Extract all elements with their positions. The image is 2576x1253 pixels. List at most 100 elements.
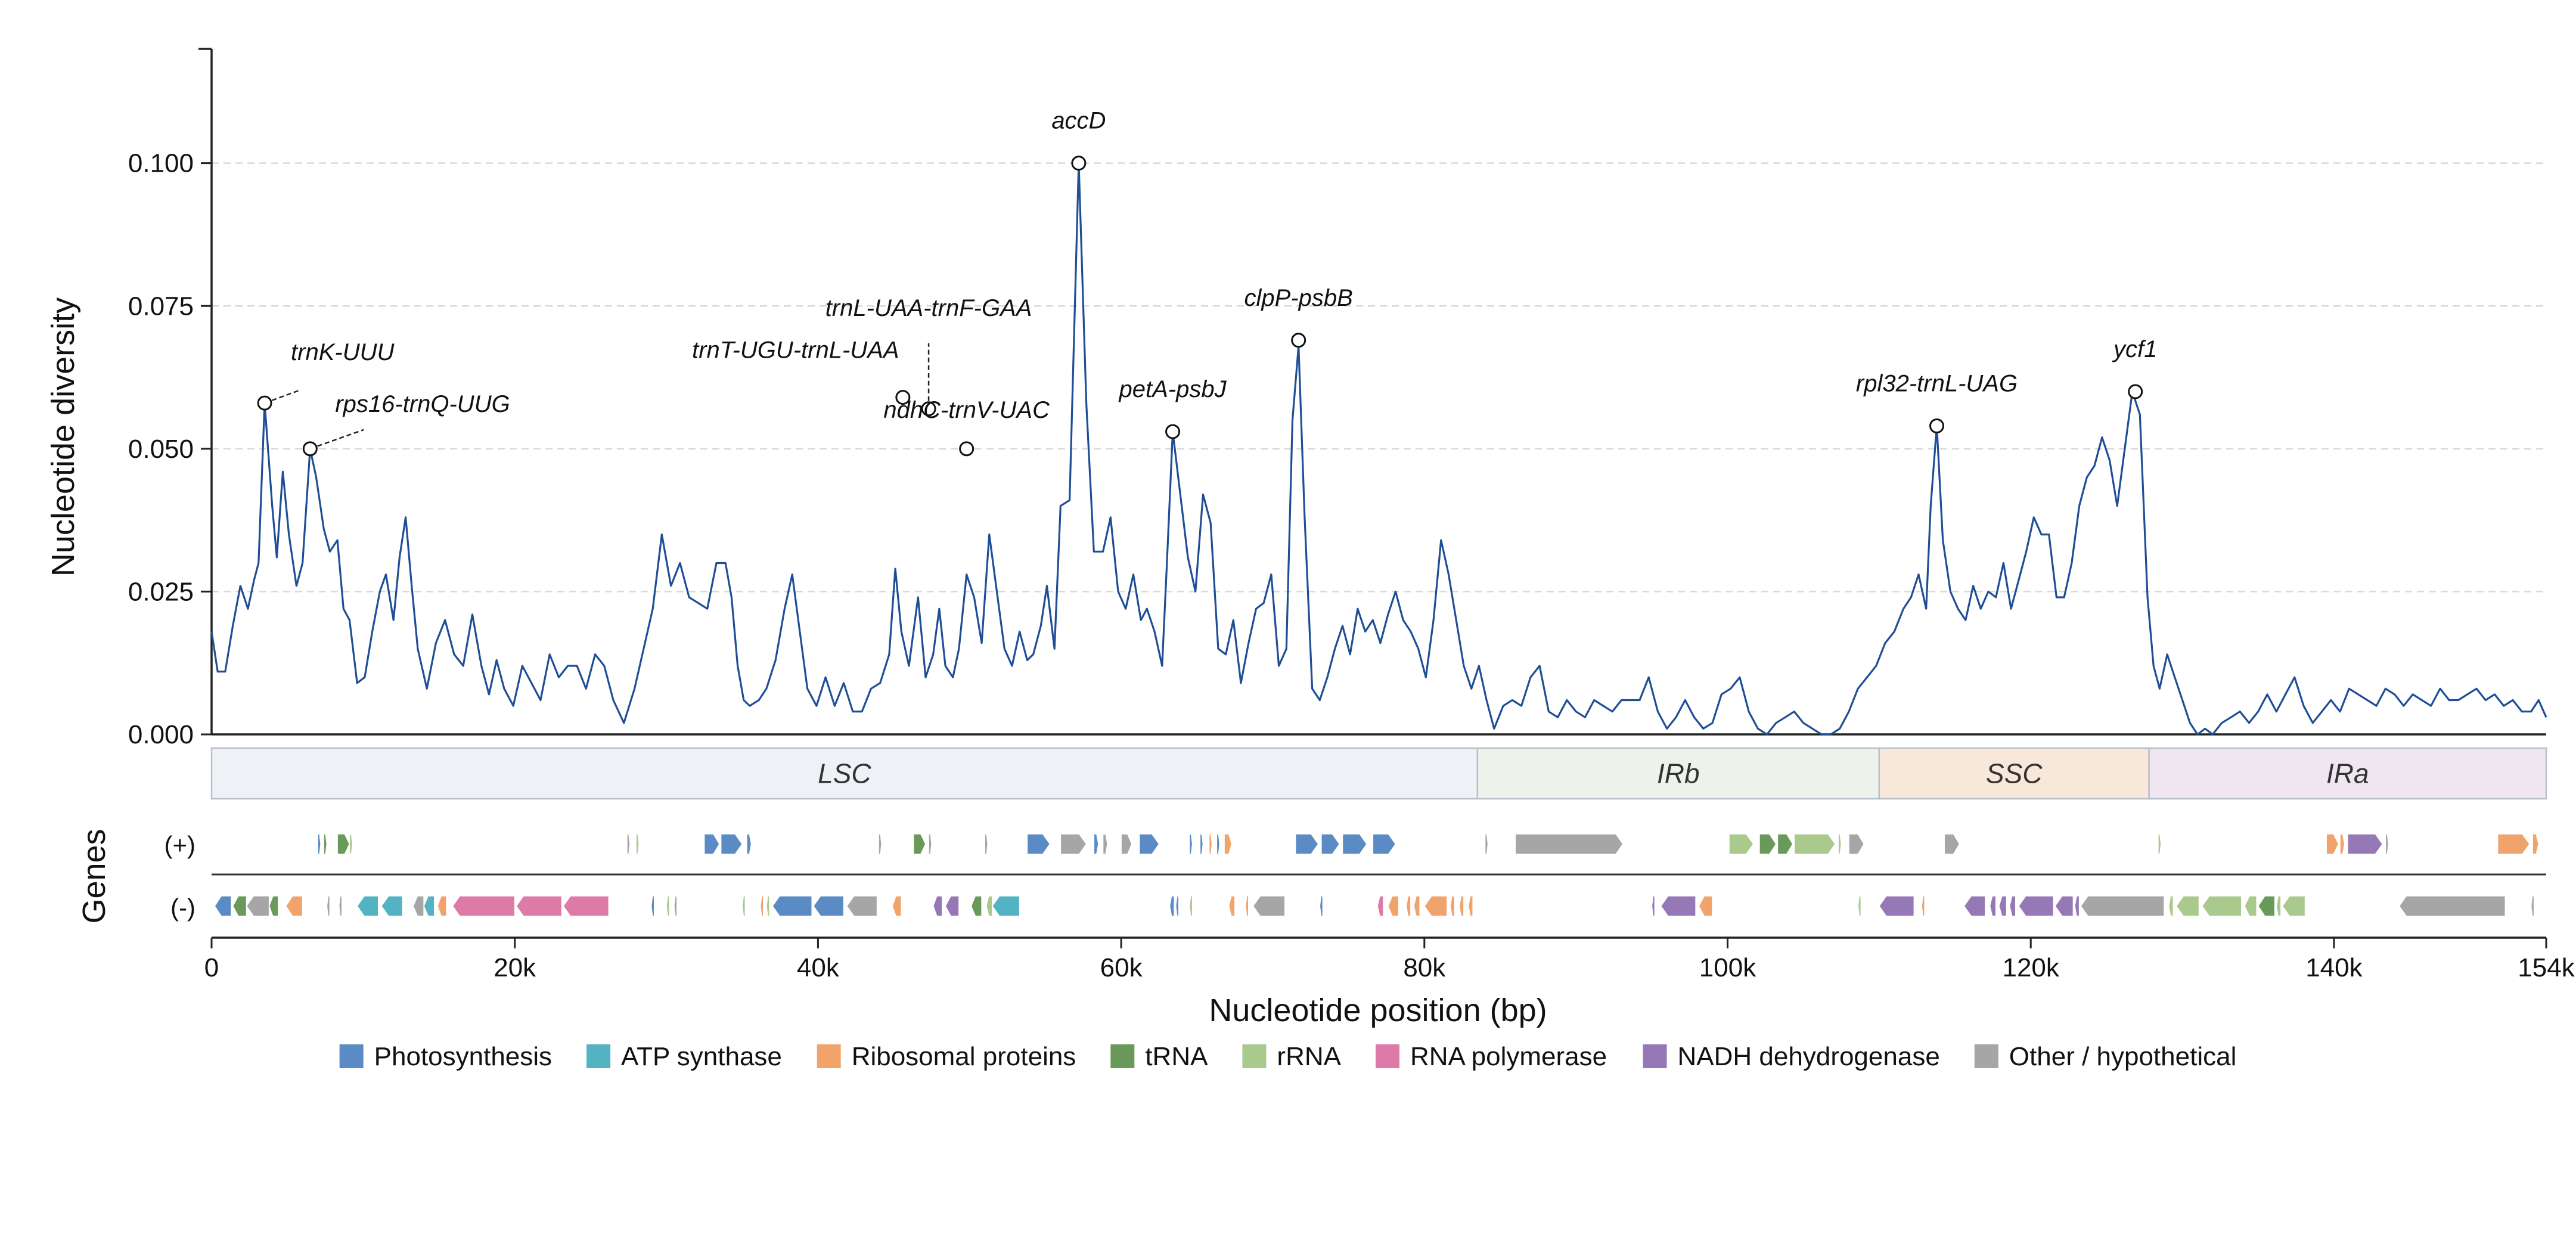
region-irb: [1476, 747, 1880, 800]
y-tick-label: 0.075: [128, 291, 194, 321]
region-label: IRb: [1657, 758, 1700, 789]
gene-minus: [2018, 895, 2054, 917]
legend-item-ribo: Ribosomal proteins: [817, 1042, 1076, 1071]
gene-minus: [1698, 895, 1713, 917]
gene-plus: [1372, 833, 1396, 855]
legend-item-ndh: NADH dehydrogenase: [1643, 1042, 1940, 1071]
region-label: SSC: [1986, 758, 2043, 789]
gene-minus: [674, 895, 678, 917]
gene-plus: [349, 833, 353, 855]
y-tick-label: 0.050: [128, 435, 194, 464]
gene-plus: [984, 833, 989, 855]
legend-label: Other / hypothetical: [2009, 1042, 2237, 1071]
gene-minus: [1651, 895, 1656, 917]
legend-swatch: [1110, 1044, 1135, 1068]
gene-minus: [772, 895, 812, 917]
gene-plus: [317, 833, 321, 855]
gene-plus: [323, 833, 328, 855]
gene-minus: [2244, 895, 2257, 917]
peak-marker: [921, 401, 936, 417]
legend-label: NADH dehydrogenase: [1678, 1042, 1940, 1071]
genes-track: [212, 833, 2546, 939]
gene-minus: [1405, 895, 1411, 917]
legend-item-rnap: RNA polymerase: [1375, 1042, 1607, 1071]
gene-minus: [1467, 895, 1473, 917]
gene-minus: [741, 895, 746, 917]
gene-plus: [635, 833, 640, 855]
peak-marker: [257, 395, 272, 411]
peak-label: rpl32-trnL-UAG: [1856, 371, 2018, 397]
x-tick-label: 140k: [2305, 953, 2363, 982]
gene-minus: [892, 895, 902, 917]
gene-minus: [1175, 895, 1180, 917]
legend-label: ATP synthase: [621, 1042, 782, 1071]
gene-minus: [991, 895, 1020, 917]
legend-item-trna: tRNA: [1110, 1042, 1208, 1071]
gene-plus: [928, 833, 932, 855]
x-tick-label: 80k: [1403, 953, 1446, 982]
gene-plus: [1838, 833, 1842, 855]
peak-label: accD: [1051, 108, 1106, 134]
gene-minus: [1989, 895, 1997, 917]
peak-marker: [1165, 424, 1181, 439]
annotation-leader: [309, 429, 364, 450]
peak-marker: [895, 390, 911, 405]
gene-minus: [437, 895, 447, 917]
x-tick-label: 40k: [797, 953, 840, 982]
gene-minus: [380, 895, 404, 917]
gene-plus: [1208, 833, 1213, 855]
gene-minus: [423, 895, 435, 917]
legend-item-rrna: rRNA: [1242, 1042, 1342, 1071]
x-tick-label: 20k: [494, 953, 536, 982]
legend-swatch: [817, 1044, 841, 1068]
peak-label: ycf1: [2112, 336, 2157, 362]
gene-minus: [846, 895, 878, 917]
gene-plus: [1728, 833, 1754, 855]
legend-swatch: [339, 1044, 364, 1068]
peak-marker: [2128, 384, 2143, 399]
x-tick-label: 60k: [1100, 953, 1143, 982]
gene-minus: [1387, 895, 1399, 917]
gene-minus: [1228, 895, 1236, 917]
gene-minus: [326, 895, 331, 917]
peak-marker: [302, 441, 318, 457]
gene-plus: [1102, 833, 1108, 855]
region-ira: [2148, 747, 2547, 800]
peak-marker: [1291, 333, 1306, 348]
legend: Photosynthesis ATP synthase Ribosomal prot…: [339, 1042, 2237, 1071]
peak-label: trnT-UGU-trnL-UAA: [692, 337, 899, 364]
gene-plus: [1777, 833, 1793, 855]
peak-label: trnK-UUU: [291, 339, 395, 365]
x-axis-title: Nucleotide position (bp): [1209, 993, 1547, 1028]
gene-plus: [1216, 833, 1221, 855]
gene-plus: [626, 833, 631, 855]
diversity-line: [210, 162, 2547, 736]
gene-minus: [2080, 895, 2165, 917]
gene-plus: [337, 833, 350, 855]
peak-label: ndhC-trnV-UAC: [883, 397, 1050, 423]
gene-minus: [1857, 895, 1862, 917]
gene-minus: [2168, 895, 2174, 917]
gene-minus: [1878, 895, 1915, 917]
gene-minus: [2074, 895, 2080, 917]
legend-label: Ribosomal proteins: [852, 1042, 1076, 1071]
region-lsc: [210, 747, 1479, 800]
gene-minus: [759, 895, 764, 917]
gene-minus: [2282, 895, 2306, 917]
annotation-leader: [264, 389, 301, 404]
gene-plus: [1484, 833, 1489, 855]
gene-plus: [913, 833, 926, 855]
gene-plus: [2158, 833, 2162, 855]
gene-plus: [1342, 833, 1368, 855]
y-tick-label: 0.100: [128, 149, 194, 178]
gene-minus: [1423, 895, 1448, 917]
peak-label: clpP-psbB: [1244, 285, 1353, 311]
gene-minus: [1377, 895, 1384, 917]
gene-plus: [1295, 833, 1319, 855]
peak-annotations: trnK-UUU rps16-trnQ-UUG trnT-UGU-trnL-UAA t…: [257, 108, 2157, 457]
diversity-series: [210, 162, 2547, 736]
gene-minus: [650, 895, 655, 917]
gene-minus: [1244, 895, 1249, 917]
gene-plus: [878, 833, 882, 855]
